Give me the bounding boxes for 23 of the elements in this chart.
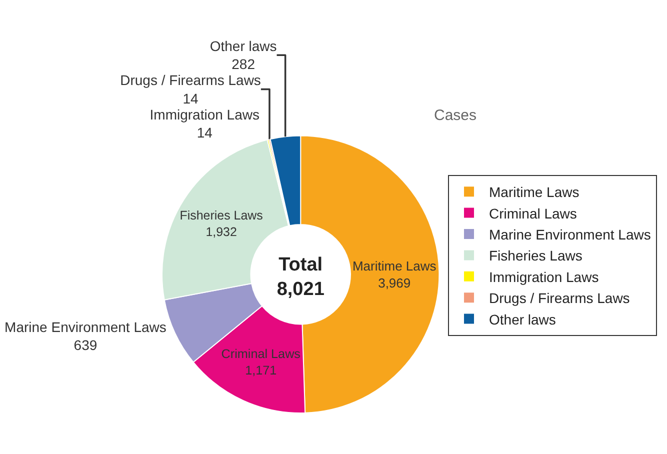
text: Total 8,021 bbox=[276, 254, 325, 300]
slice-label: Immigration Laws bbox=[150, 106, 260, 122]
slice-label: Drugs / Firearms Laws bbox=[120, 72, 261, 88]
legend-label: Drugs / Firearms Laws bbox=[489, 290, 630, 306]
slice-label: Maritime Laws bbox=[352, 258, 437, 274]
text: Cases bbox=[434, 107, 477, 124]
slice-label: Other laws bbox=[210, 38, 277, 54]
data-label: 282 bbox=[232, 56, 256, 72]
data-label: 3,969 bbox=[378, 275, 411, 290]
legend-label: Fisheries Laws bbox=[489, 248, 582, 264]
legend-label: Criminal Laws bbox=[489, 205, 577, 222]
data-label: 1,932 bbox=[206, 224, 237, 239]
slice-label: Marine Environment Laws bbox=[4, 318, 166, 335]
data-label: 1,171 bbox=[245, 364, 277, 378]
slice-label: Criminal Laws bbox=[221, 347, 300, 362]
legend-label: Immigration Laws bbox=[489, 268, 599, 285]
data-label: 14 bbox=[182, 90, 199, 106]
legend-label: Other laws bbox=[489, 311, 556, 328]
legend-label: Marine Environment Laws bbox=[489, 226, 651, 242]
data-label: 14 bbox=[196, 124, 213, 141]
data-label: 639 bbox=[74, 336, 98, 353]
slice-label: Fisheries Laws bbox=[180, 208, 263, 223]
legend-label: Maritime Laws bbox=[489, 184, 580, 200]
